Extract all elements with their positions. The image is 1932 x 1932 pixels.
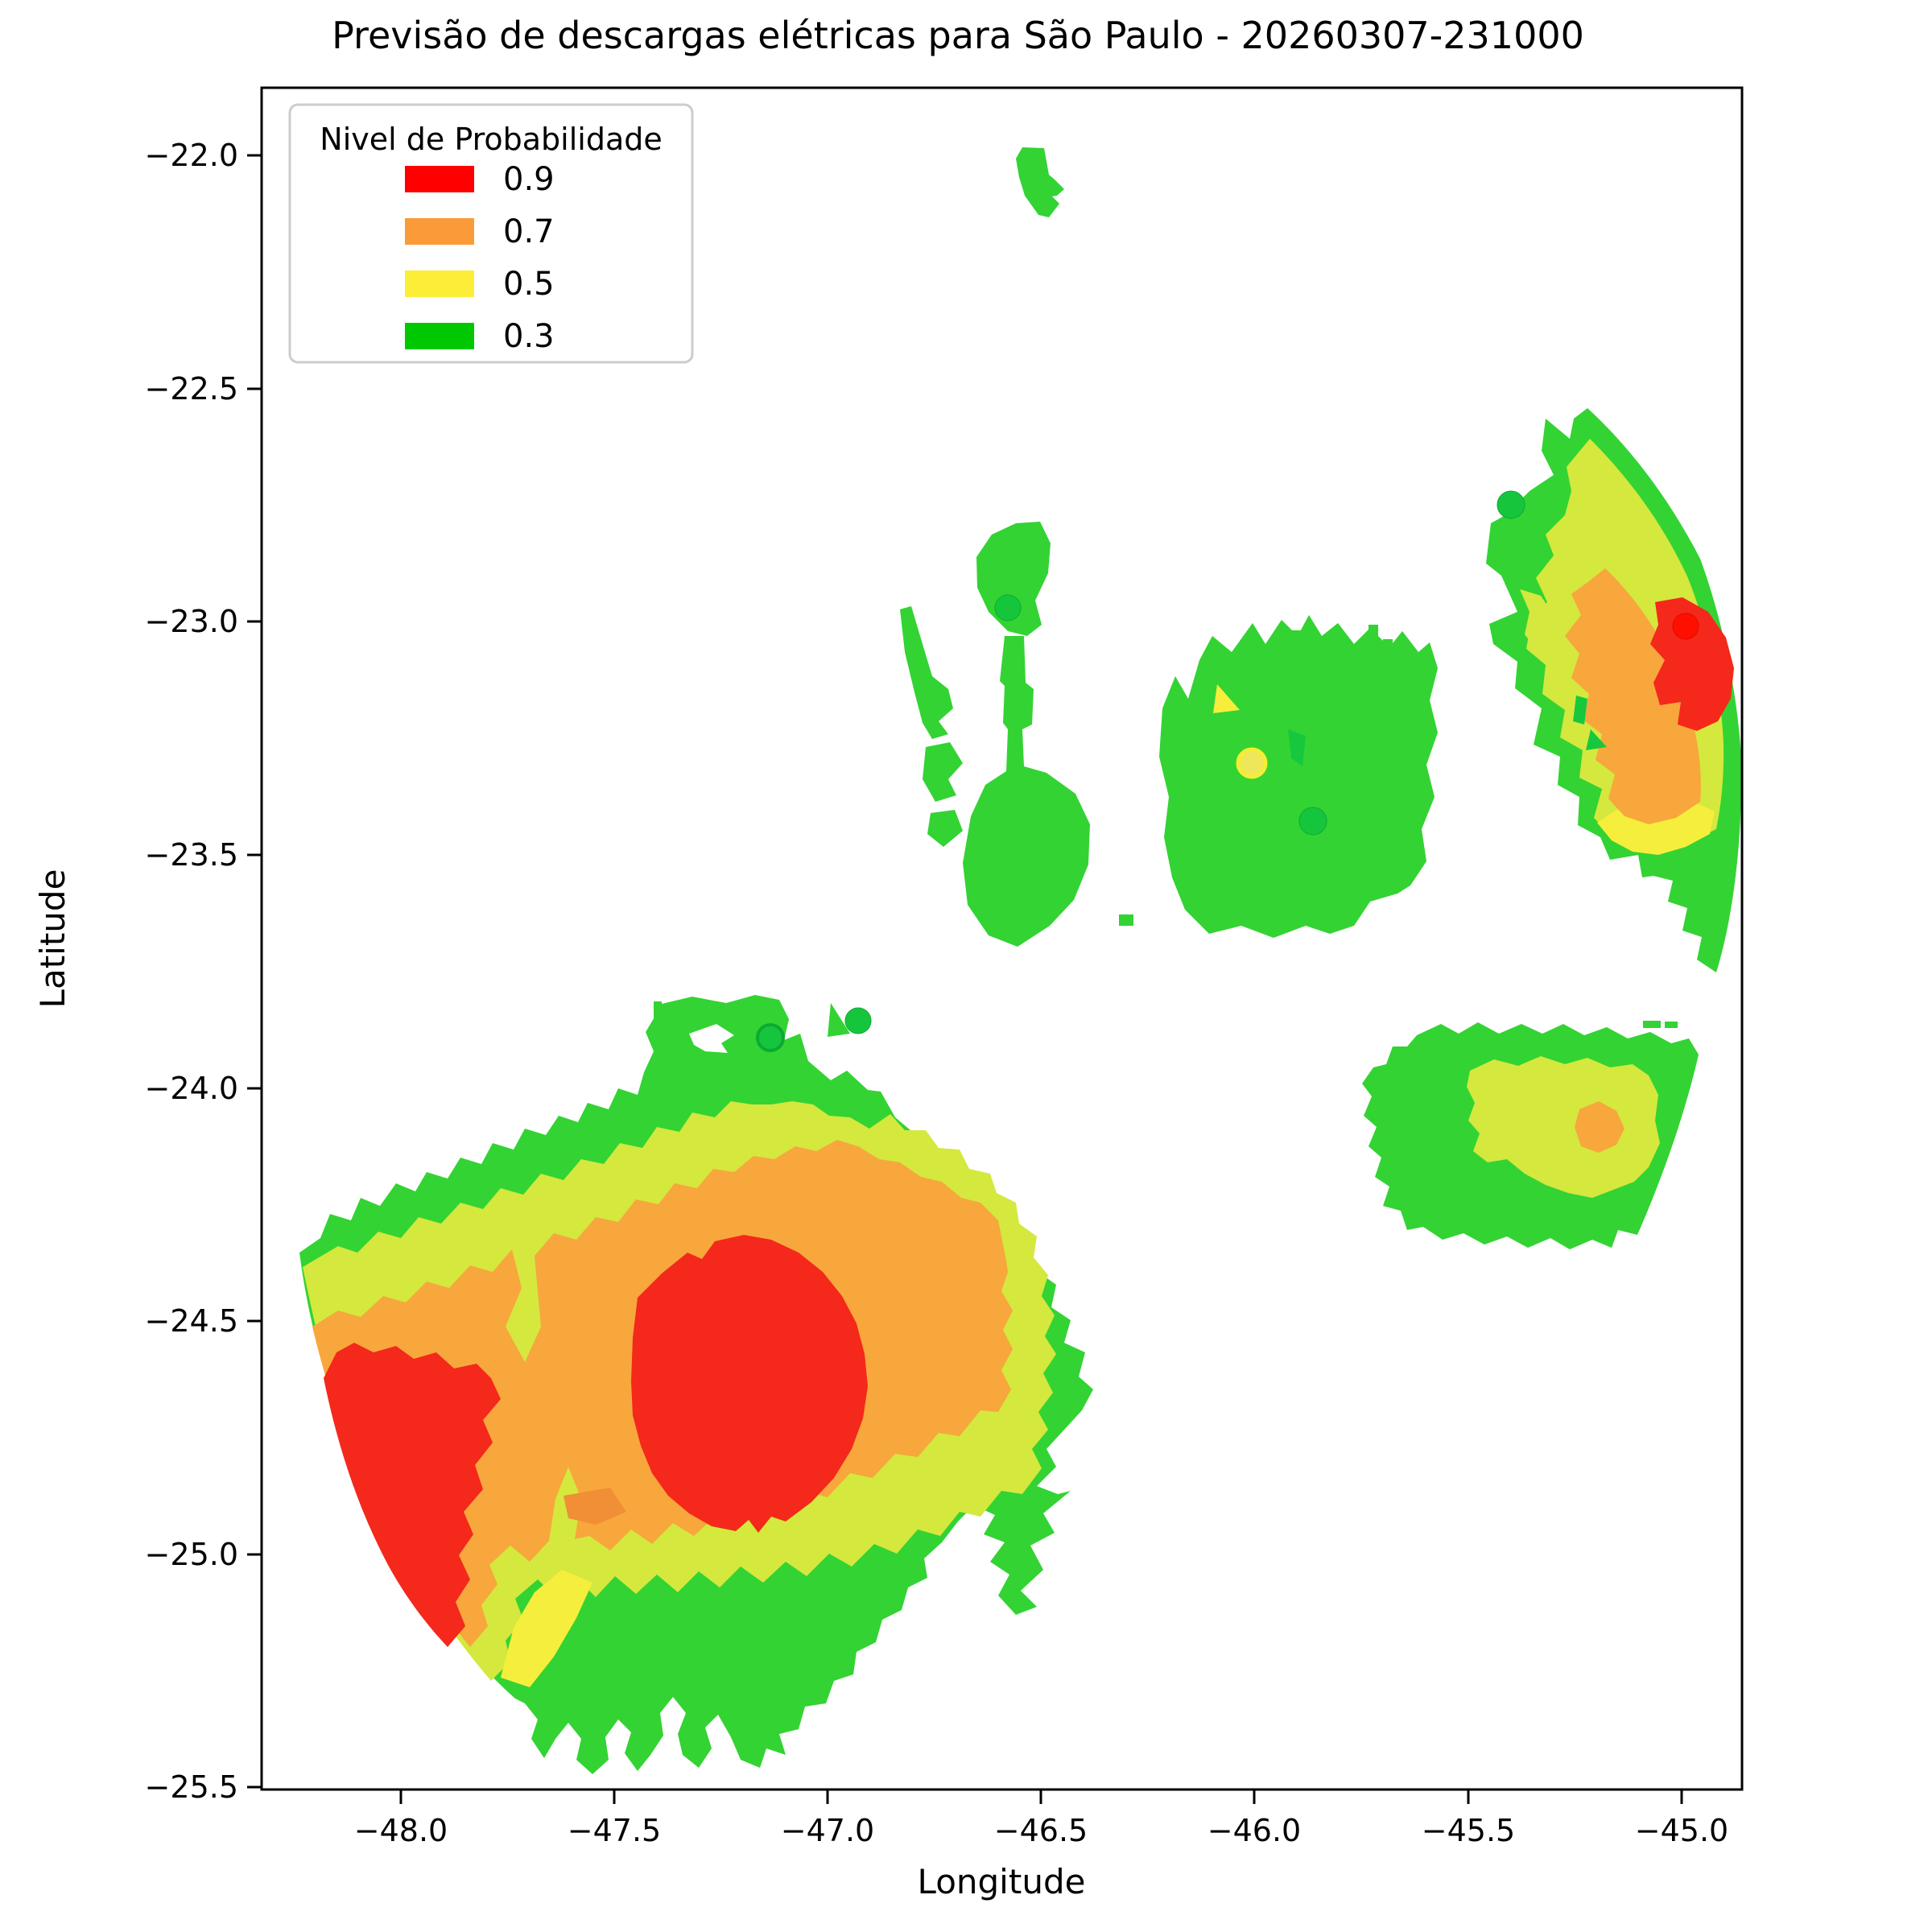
y-tick-label: −25.0	[145, 1537, 238, 1572]
green-speck-7	[1119, 914, 1133, 926]
legend-label-0.3: 0.3	[503, 318, 555, 355]
x-axis-label: Longitude	[918, 1862, 1086, 1901]
legend: Nivel de Probabilidade 0.9 0.7 0.5 0.3	[288, 103, 694, 364]
strike-marker-red	[1672, 613, 1699, 640]
axes-spines	[260, 86, 1744, 1791]
central-cell-yellow-triangle	[1213, 684, 1240, 713]
plot-area	[299, 147, 1741, 1774]
ne-cell-dark-green-dash	[1573, 696, 1587, 724]
y-tick-label: −25.5	[145, 1769, 238, 1805]
x-tick-label: −47.5	[568, 1813, 661, 1848]
strike-marker-green-3	[994, 594, 1022, 621]
x-tick-label: −47.0	[781, 1813, 874, 1848]
central-cell-green	[1159, 615, 1438, 938]
ne-cell-yellow-fragment	[1520, 589, 1560, 655]
strike-marker-yellow	[1236, 747, 1268, 779]
ne-cell-red-core	[1650, 597, 1734, 731]
column-cell-fragment-1	[923, 742, 963, 802]
ne-cell-orange-band	[1565, 568, 1701, 824]
strike-marker-green-1	[756, 1023, 785, 1052]
column-cell-fragment-2	[927, 810, 963, 847]
y-tick-label: −22.5	[145, 371, 238, 407]
sw-cell-red-core-west	[324, 1343, 501, 1647]
green-speck-1	[654, 1001, 662, 1021]
x-tick-label: −45.5	[1422, 1813, 1515, 1848]
se-cell-yellow-band	[1467, 1056, 1660, 1198]
ne-cell-dark-green-triangle	[1586, 729, 1607, 750]
green-speck-4	[1383, 639, 1393, 652]
y-tick-label: −24.5	[145, 1303, 238, 1339]
strike-marker-green-5	[1298, 807, 1327, 836]
strike-marker-green-4	[1496, 490, 1525, 519]
green-speck-3	[1368, 625, 1378, 642]
green-speck-6	[1665, 1022, 1678, 1028]
legend-swatch-0.3	[405, 323, 474, 349]
legend-box	[288, 103, 694, 364]
column-cell-diagonal-sliver	[900, 606, 953, 739]
se-cell-orange-core	[1575, 1101, 1624, 1153]
y-ticks	[247, 154, 262, 1789]
y-tick-labels: −22.0 −22.5 −23.0 −23.5 −24.0 −24.5 −25.…	[145, 138, 238, 1805]
y-axis-label: Latitude	[33, 869, 72, 1009]
y-tick-label: −24.0	[145, 1071, 238, 1106]
sw-cell-red-core-east	[631, 1235, 868, 1533]
y-tick-label: −22.0	[145, 138, 238, 173]
strike-marker-green-2	[844, 1007, 872, 1034]
plot-title: Previsão de descargas elétricas para São…	[332, 14, 1584, 57]
north-cell-green	[1016, 147, 1064, 217]
x-tick-label: −46.0	[1208, 1813, 1301, 1848]
x-ticks	[399, 1790, 1683, 1804]
y-tick-label: −23.0	[145, 604, 238, 639]
green-speck-5	[1643, 1021, 1661, 1028]
x-tick-label: −48.0	[354, 1813, 448, 1848]
x-tick-labels: −48.0 −47.5 −47.0 −46.5 −46.0 −45.5 −45.…	[354, 1813, 1728, 1848]
legend-label-0.5: 0.5	[503, 266, 555, 303]
sw-cell-white-notch	[689, 1024, 734, 1053]
legend-swatch-0.9	[405, 166, 474, 192]
x-tick-label: −46.5	[994, 1813, 1088, 1848]
column-cell-neck-and-bottom	[963, 636, 1090, 947]
y-tick-label: −23.5	[145, 837, 238, 873]
sw-cell-bright-yellow-patch	[501, 1570, 592, 1687]
legend-label-0.9: 0.9	[503, 161, 555, 198]
legend-title: Nivel de Probabilidade	[320, 122, 662, 157]
legend-swatch-0.7	[405, 218, 474, 245]
legend-swatch-0.5	[405, 270, 474, 297]
x-tick-label: −45.0	[1635, 1813, 1728, 1848]
green-speck-2	[1290, 630, 1315, 642]
strike-marker-green-2-stem	[828, 1003, 850, 1037]
central-cell-dark-green-patch	[1288, 729, 1306, 766]
sw-cell-deep-orange-patch	[564, 1488, 626, 1525]
legend-label-0.7: 0.7	[503, 213, 555, 250]
